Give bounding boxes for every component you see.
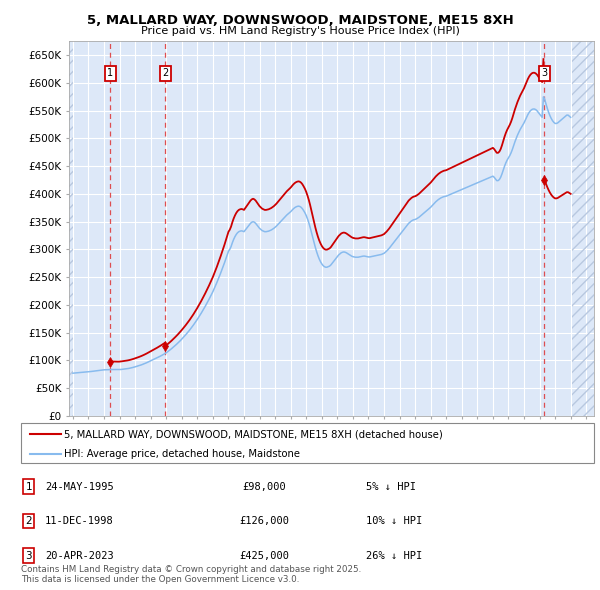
Text: 11-DEC-1998: 11-DEC-1998 (45, 516, 114, 526)
Text: 1: 1 (25, 482, 32, 491)
Text: 20-APR-2023: 20-APR-2023 (45, 551, 114, 560)
Text: £126,000: £126,000 (239, 516, 289, 526)
Text: £98,000: £98,000 (242, 482, 286, 491)
Text: Price paid vs. HM Land Registry's House Price Index (HPI): Price paid vs. HM Land Registry's House … (140, 26, 460, 36)
Text: 5% ↓ HPI: 5% ↓ HPI (366, 482, 416, 491)
Text: 26% ↓ HPI: 26% ↓ HPI (366, 551, 422, 560)
Text: 5, MALLARD WAY, DOWNSWOOD, MAIDSTONE, ME15 8XH (detached house): 5, MALLARD WAY, DOWNSWOOD, MAIDSTONE, ME… (64, 430, 443, 440)
Text: 1: 1 (107, 68, 113, 78)
FancyBboxPatch shape (21, 423, 594, 463)
Text: 10% ↓ HPI: 10% ↓ HPI (366, 516, 422, 526)
Bar (69, 41, 73, 416)
Text: 2: 2 (162, 68, 169, 78)
Text: 2: 2 (25, 516, 32, 526)
Bar (572, 41, 594, 416)
Text: 3: 3 (541, 68, 547, 78)
Text: 5, MALLARD WAY, DOWNSWOOD, MAIDSTONE, ME15 8XH: 5, MALLARD WAY, DOWNSWOOD, MAIDSTONE, ME… (86, 14, 514, 27)
Text: HPI: Average price, detached house, Maidstone: HPI: Average price, detached house, Maid… (64, 448, 300, 458)
Text: Contains HM Land Registry data © Crown copyright and database right 2025.
This d: Contains HM Land Registry data © Crown c… (21, 565, 361, 584)
Text: £425,000: £425,000 (239, 551, 289, 560)
Text: 24-MAY-1995: 24-MAY-1995 (45, 482, 114, 491)
Text: 3: 3 (25, 551, 32, 560)
